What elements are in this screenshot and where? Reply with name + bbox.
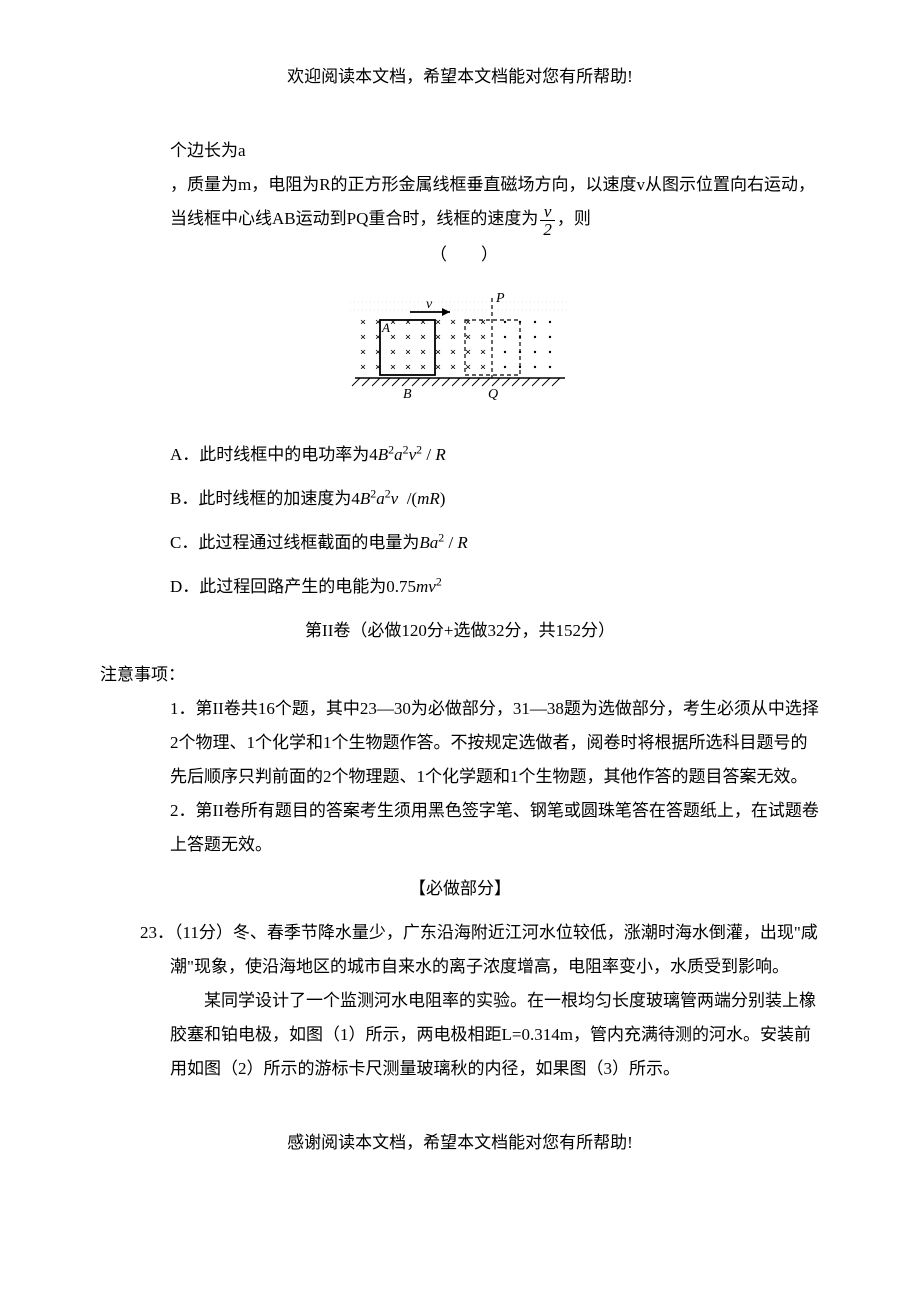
header-note: 欢迎阅读本文档，希望本文档能对您有所帮助! — [100, 60, 820, 94]
option-b: B．此时线框的加速度为4B2a2v /(mR) — [100, 482, 820, 516]
svg-text:×: × — [465, 362, 471, 373]
q23-p1-text: （11分）冬、春季节降水量少，广东沿海附近江河水位较低，涨潮时海水倒灌，出现"咸… — [170, 923, 818, 976]
option-a-math: 4B2a2v2 / R — [369, 445, 445, 464]
option-d-math: 0.75mv2 — [386, 577, 442, 596]
fraction-v-over-2: v2 — [540, 203, 555, 238]
label-q: Q — [488, 387, 498, 402]
svg-text:×: × — [405, 332, 411, 343]
option-c-prefix: C．此过程通过线框截面的电量为 — [170, 533, 419, 552]
option-b-prefix: B．此时线框的加速度为 — [170, 489, 351, 508]
option-a: A．此时线框中的电功率为4B2a2v2 / R — [100, 438, 820, 472]
stem-line2: ，质量为m，电阻为R的正方形金属线框垂直磁场方向，以速度v从图示位置向右运动，当… — [100, 168, 820, 238]
svg-text:×: × — [420, 362, 426, 373]
svg-text:×: × — [405, 362, 411, 373]
svg-text:×: × — [480, 362, 486, 373]
option-b-math: 4B2a2v /(mR) — [351, 489, 445, 508]
option-c-math: Ba2 / R — [419, 533, 467, 552]
stem-line2-pre: ，质量为m，电阻为R的正方形金属线框垂直磁场方向，以速度v从图示位置向右运动，当… — [170, 175, 815, 228]
option-d-prefix: D．此过程回路产生的电能为 — [170, 577, 386, 596]
q23-p2: 某同学设计了一个监测河水电阻率的实验。在一根均匀长度玻璃管两端分别装上橡胶塞和铂… — [100, 984, 820, 1086]
svg-text:×: × — [360, 347, 366, 358]
stem-line2-post: ，则 — [557, 209, 591, 228]
section2-title: 第II卷（必做120分+选做32分，共152分） — [100, 614, 820, 648]
svg-text:×: × — [405, 347, 411, 358]
option-d: D．此过程回路产生的电能为0.75mv2 — [100, 570, 820, 604]
svg-text:×: × — [480, 332, 486, 343]
svg-text:×: × — [465, 317, 471, 328]
svg-text:×: × — [435, 362, 441, 373]
notice-2: 2．第II卷所有题目的答案考生须用黑色签字笔、钢笔或圆珠笔答在答题纸上，在试题卷… — [100, 794, 820, 862]
label-a: A — [381, 320, 390, 335]
svg-text:×: × — [450, 317, 456, 328]
label-p: P — [495, 291, 505, 306]
svg-text:×: × — [450, 362, 456, 373]
required-label: 【必做部分】 — [100, 872, 820, 906]
answer-blank: （ ） — [430, 238, 490, 272]
q23-p1: 23．（11分）冬、春季节降水量少，广东沿海附近江河水位较低，涨潮时海水倒灌，出… — [140, 916, 820, 984]
notice-1: 1．第II卷共16个题，其中23—30为必做部分，31—38题为选做部分，考生必… — [100, 692, 820, 794]
option-a-prefix: A．此时线框中的电功率为 — [170, 445, 369, 464]
svg-text:×: × — [420, 332, 426, 343]
footer-note: 感谢阅读本文档，希望本文档能对您有所帮助! — [100, 1126, 820, 1160]
svg-text:×: × — [390, 347, 396, 358]
option-c: C．此过程通过线框截面的电量为Ba2 / R — [100, 526, 820, 560]
svg-text:×: × — [390, 332, 396, 343]
svg-text:×: × — [480, 317, 486, 328]
label-b: B — [403, 387, 412, 402]
svg-text:×: × — [360, 362, 366, 373]
physics-diagram: ××××××××× ××××××××× ××××××××× ××××××××× — [100, 280, 820, 422]
svg-text:×: × — [450, 332, 456, 343]
label-v: v — [426, 297, 433, 312]
svg-text:×: × — [405, 317, 411, 328]
stem-line1: 个边长为a — [100, 134, 820, 168]
svg-text:×: × — [450, 347, 456, 358]
svg-text:×: × — [435, 347, 441, 358]
svg-text:×: × — [360, 317, 366, 328]
blank-marker-line: （ ） — [100, 238, 820, 272]
svg-text:×: × — [465, 332, 471, 343]
svg-text:×: × — [435, 332, 441, 343]
svg-text:×: × — [480, 347, 486, 358]
svg-text:×: × — [435, 317, 441, 328]
svg-text:×: × — [360, 332, 366, 343]
notice-label: 注意事项： — [100, 658, 820, 692]
q23-num: 23． — [140, 923, 174, 942]
svg-text:×: × — [465, 347, 471, 358]
svg-text:×: × — [420, 317, 426, 328]
svg-text:×: × — [390, 362, 396, 373]
svg-text:×: × — [390, 317, 396, 328]
svg-text:×: × — [420, 347, 426, 358]
